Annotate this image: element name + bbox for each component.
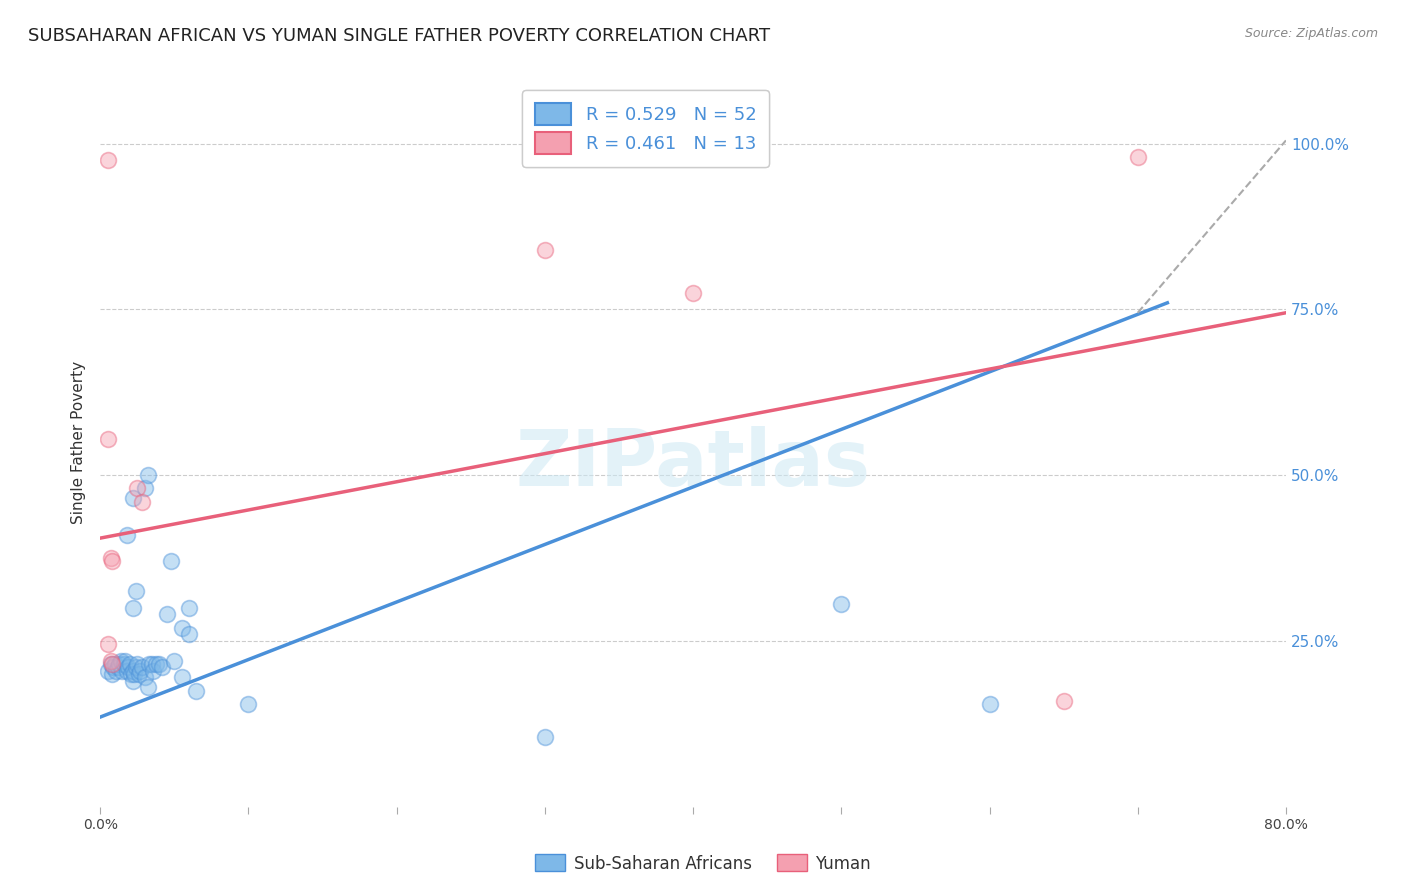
Point bbox=[103, 660, 125, 674]
Point bbox=[100, 551, 122, 566]
Point bbox=[145, 657, 167, 671]
Text: Source: ZipAtlas.com: Source: ZipAtlas.com bbox=[1244, 27, 1378, 40]
Text: SUBSAHARAN AFRICAN VS YUMAN SINGLE FATHER POVERTY CORRELATION CHART: SUBSAHARAN AFRICAN VS YUMAN SINGLE FATHE… bbox=[28, 27, 770, 45]
Point bbox=[682, 285, 704, 300]
Point bbox=[136, 468, 159, 483]
Point bbox=[127, 482, 149, 496]
Point bbox=[129, 664, 152, 678]
Point bbox=[117, 660, 139, 674]
Point bbox=[101, 667, 124, 681]
Point bbox=[607, 136, 630, 151]
Point bbox=[115, 664, 138, 678]
Point bbox=[138, 657, 160, 671]
Point bbox=[114, 654, 136, 668]
Point bbox=[186, 683, 208, 698]
Point bbox=[170, 670, 193, 684]
Point bbox=[533, 243, 555, 257]
Point bbox=[131, 660, 153, 674]
Point bbox=[578, 136, 600, 151]
Point bbox=[111, 664, 134, 678]
Point bbox=[160, 554, 183, 568]
Point bbox=[105, 664, 128, 678]
Legend: Sub-Saharan Africans, Yuman: Sub-Saharan Africans, Yuman bbox=[529, 847, 877, 880]
Point bbox=[134, 670, 156, 684]
Point bbox=[101, 657, 124, 671]
Point bbox=[125, 660, 148, 674]
Point bbox=[96, 153, 118, 168]
Point bbox=[177, 627, 200, 641]
Point bbox=[96, 664, 118, 678]
Point bbox=[108, 657, 131, 671]
Point bbox=[134, 482, 156, 496]
Point bbox=[120, 667, 142, 681]
Y-axis label: Single Father Poverty: Single Father Poverty bbox=[72, 360, 86, 524]
Point bbox=[121, 491, 143, 506]
Point bbox=[148, 657, 170, 671]
Point bbox=[1052, 693, 1074, 707]
Point bbox=[830, 598, 852, 612]
Point bbox=[104, 657, 127, 671]
Point bbox=[156, 607, 179, 622]
Point bbox=[533, 730, 555, 744]
Point bbox=[141, 657, 163, 671]
Point bbox=[979, 697, 1001, 711]
Point bbox=[96, 432, 118, 446]
Point bbox=[115, 528, 138, 542]
Point bbox=[112, 657, 135, 671]
Point bbox=[101, 554, 124, 568]
Point bbox=[127, 657, 149, 671]
Point bbox=[131, 494, 153, 508]
Point bbox=[238, 697, 260, 711]
Point bbox=[118, 657, 141, 671]
Point bbox=[136, 680, 159, 694]
Point bbox=[100, 654, 122, 668]
Point bbox=[121, 673, 143, 688]
Point bbox=[121, 600, 143, 615]
Point bbox=[110, 654, 132, 668]
Point bbox=[96, 637, 118, 651]
Point bbox=[142, 664, 165, 678]
Point bbox=[121, 664, 143, 678]
Text: ZIPatlas: ZIPatlas bbox=[516, 425, 870, 502]
Point bbox=[1126, 150, 1149, 164]
Point bbox=[107, 660, 129, 674]
Point bbox=[122, 667, 145, 681]
Point bbox=[150, 660, 173, 674]
Point bbox=[177, 600, 200, 615]
Point bbox=[128, 667, 150, 681]
Point bbox=[125, 584, 148, 599]
Point bbox=[170, 621, 193, 635]
Legend: R = 0.529   N = 52, R = 0.461   N = 13: R = 0.529 N = 52, R = 0.461 N = 13 bbox=[522, 90, 769, 167]
Point bbox=[100, 657, 122, 671]
Point bbox=[163, 654, 186, 668]
